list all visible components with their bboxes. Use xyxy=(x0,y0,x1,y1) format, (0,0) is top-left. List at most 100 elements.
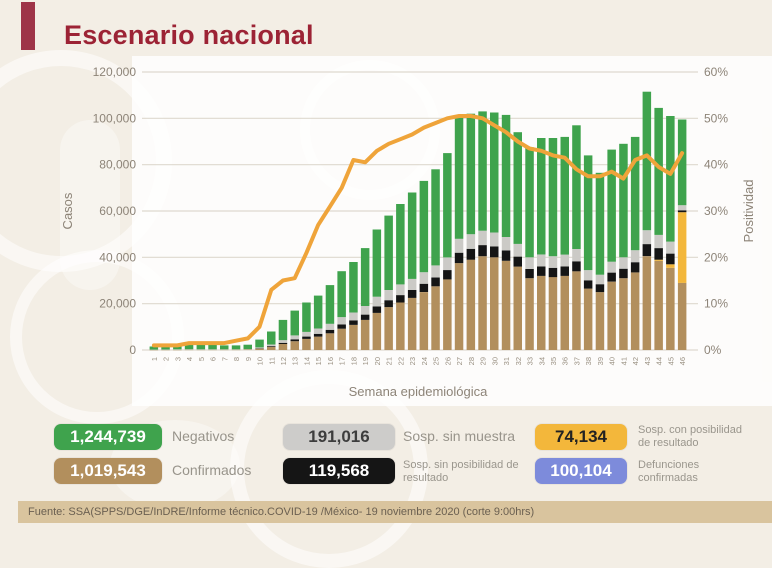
bar-segment xyxy=(549,268,558,277)
legend-pill-negativos: 1,244,739 xyxy=(54,424,162,450)
bar-segment xyxy=(279,320,288,340)
bar-segment xyxy=(455,116,464,239)
bar-segment xyxy=(408,279,417,290)
bar-segment xyxy=(443,153,452,257)
bar-segment xyxy=(619,257,628,268)
bar-segment xyxy=(384,300,393,307)
bar-segment xyxy=(514,132,523,244)
bar-segment xyxy=(561,266,570,276)
bar-segment xyxy=(443,279,452,350)
bar-segment xyxy=(302,337,311,339)
x-axis-tick: 25 xyxy=(432,357,441,365)
bar-segment xyxy=(502,250,511,260)
bar-segment xyxy=(232,345,241,349)
bar-segment xyxy=(255,340,263,348)
bar-segment xyxy=(678,283,687,350)
x-axis-tick: 35 xyxy=(549,357,558,365)
bar-segment xyxy=(244,349,253,350)
x-axis-tick: 28 xyxy=(467,357,476,365)
bar-segment xyxy=(525,257,534,269)
bar-segment xyxy=(631,262,640,272)
epidemic-week-chart: 020,00040,00060,00080,000100,000120,0000… xyxy=(0,0,772,410)
x-axis-tick: 10 xyxy=(256,357,265,365)
bar-segment xyxy=(337,317,346,324)
x-axis-tick: 34 xyxy=(537,357,546,365)
bar-segment xyxy=(666,268,675,350)
bar-segment xyxy=(361,315,370,320)
bar-segment xyxy=(314,337,323,350)
bar-segment xyxy=(490,257,499,350)
bar-segment xyxy=(291,311,300,336)
bar-segment xyxy=(255,347,263,348)
bar-segment xyxy=(584,289,593,350)
bar-segment xyxy=(314,334,323,337)
bar-segment xyxy=(337,329,346,350)
x-axis-tick: 3 xyxy=(173,357,182,361)
x-axis-tick: 40 xyxy=(608,357,617,365)
bar-segment xyxy=(396,204,405,284)
bar-segment xyxy=(373,297,382,307)
bar-segment xyxy=(185,349,194,350)
bar-segment xyxy=(267,346,276,347)
bar-segment xyxy=(525,269,534,278)
y-axis-tick-left: 20,000 xyxy=(99,297,136,311)
bar-segment xyxy=(279,344,288,350)
bar-segment xyxy=(431,286,440,350)
bar-segment xyxy=(643,256,652,350)
legend-pill-sosp-sin-muestra: 191,016 xyxy=(283,424,395,450)
bar-segment xyxy=(349,313,358,321)
chart-legend: 1,244,739 Negativos 191,016 Sosp. sin mu… xyxy=(0,418,772,496)
bar-segment xyxy=(396,284,405,295)
bar-segment xyxy=(291,335,300,339)
bar-segment xyxy=(326,330,335,334)
bar-segment xyxy=(525,278,534,350)
bar-segment xyxy=(666,254,675,265)
bar-segment xyxy=(643,230,652,244)
bar-segment xyxy=(525,147,534,257)
bar-segment xyxy=(596,284,605,292)
bar-segment xyxy=(291,339,300,341)
bar-segment xyxy=(607,282,616,350)
x-axis-tick: 42 xyxy=(631,357,640,365)
bar-segment xyxy=(607,150,616,262)
x-axis-tick: 37 xyxy=(573,357,582,365)
bar-segment xyxy=(208,345,217,349)
y-axis-tick-right: 10% xyxy=(704,297,728,311)
bar-segment xyxy=(197,345,206,350)
bar-segment xyxy=(373,313,382,350)
legend-pill-sosp-sin-posibilidad: 119,568 xyxy=(283,458,395,484)
bar-segment xyxy=(349,325,358,350)
bar-segment xyxy=(420,284,429,292)
bar-segment xyxy=(631,137,640,250)
bar-segment xyxy=(678,205,687,210)
x-axis-tick: 12 xyxy=(279,357,288,365)
y-axis-tick-left: 0 xyxy=(129,343,136,357)
x-axis-tick: 13 xyxy=(291,357,300,365)
x-axis-tick: 1 xyxy=(150,357,159,361)
bar-segment xyxy=(654,248,663,260)
x-axis-tick: 27 xyxy=(455,357,464,365)
bar-segment xyxy=(420,272,429,284)
x-axis-tick: 36 xyxy=(561,357,570,365)
bar-segment xyxy=(643,244,652,256)
bar-segment xyxy=(596,173,605,275)
bar-segment xyxy=(666,242,675,254)
bar-segment xyxy=(373,230,382,297)
bar-segment xyxy=(208,349,217,350)
x-axis-tick: 9 xyxy=(244,357,253,361)
bar-segment xyxy=(431,278,440,287)
bar-segment xyxy=(267,347,276,350)
x-axis-title: Semana epidemiológica xyxy=(349,384,489,399)
bar-segment xyxy=(596,292,605,350)
bar-segment xyxy=(337,271,346,317)
bar-segment xyxy=(678,212,687,283)
bar-segment xyxy=(302,303,311,332)
x-axis-tick: 21 xyxy=(385,357,394,365)
bar-segment xyxy=(467,114,476,235)
bar-segment xyxy=(384,290,393,300)
legend-label-defunciones: Defunciones confirmadas xyxy=(638,459,756,485)
bar-segment xyxy=(349,320,358,325)
bar-segment xyxy=(502,237,511,250)
bar-segment xyxy=(302,332,311,337)
x-axis-tick: 22 xyxy=(396,357,405,365)
